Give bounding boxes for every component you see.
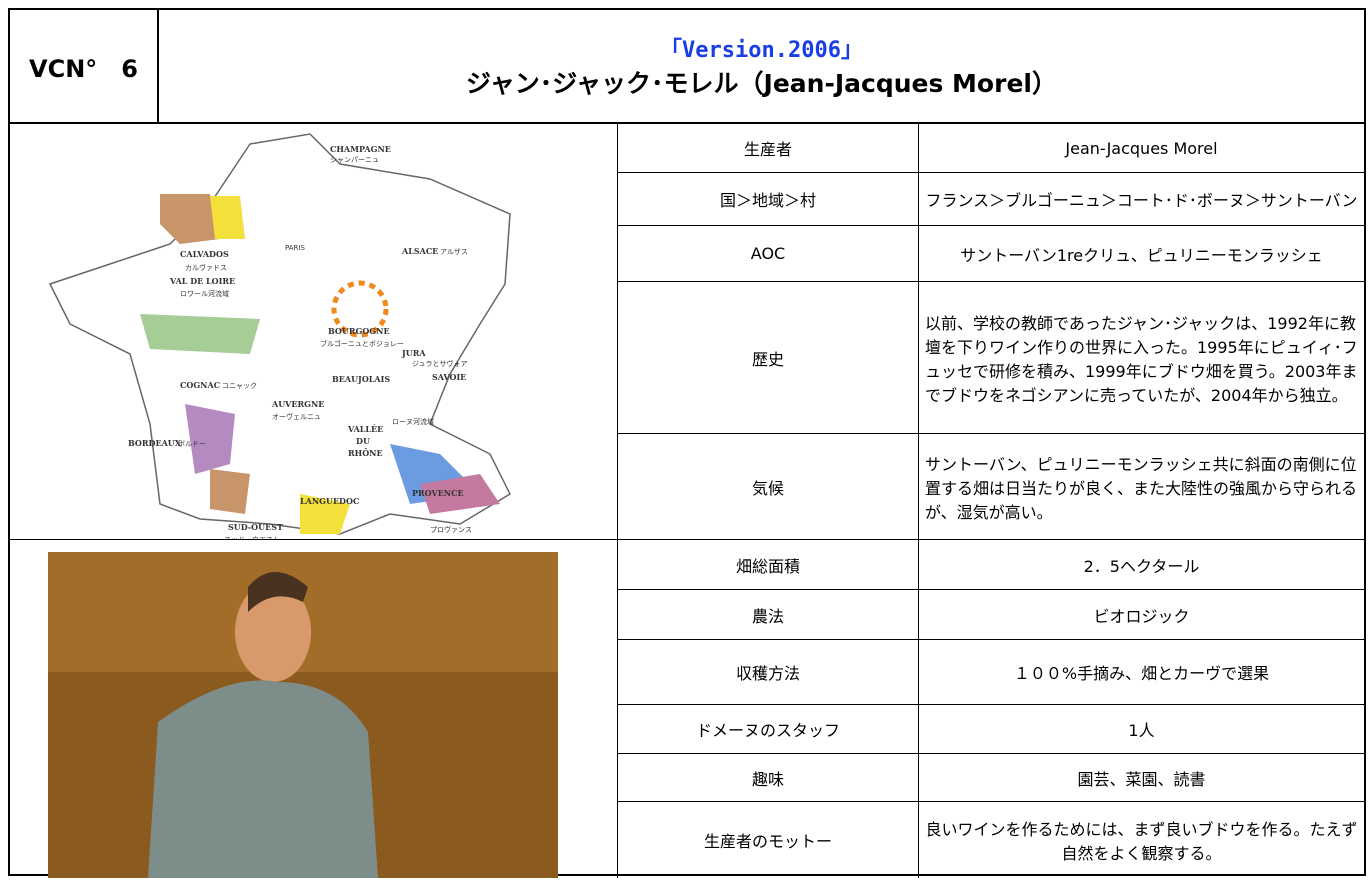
- map: CHAMPAGNE シャンパーニュ CALVADOS カルヴァドス PARIS ALSAC…: [48, 133, 511, 540]
- row-value: 良いワインを作るためには、まず良いブドウを作る。たえず自然をよく観察する。: [918, 802, 1364, 878]
- map-label: ALSACE: [401, 246, 438, 256]
- row-label: 趣味: [617, 754, 918, 802]
- row-label: 国＞地域＞村: [617, 173, 918, 226]
- row-label: 収穫方法: [617, 640, 918, 705]
- map-label: RHÔNE: [348, 448, 383, 458]
- map-label: コニャック: [222, 382, 257, 390]
- row-label: 農法: [617, 590, 918, 640]
- map-label: プロヴァンス: [430, 525, 472, 534]
- row-value: 園芸、菜園、読書: [918, 754, 1364, 802]
- map-label: スッド・ウエスト: [224, 536, 280, 540]
- map-label: ロワール河流域: [180, 289, 229, 298]
- map-label: DU: [356, 436, 370, 446]
- row-value: Jean-Jacques Morel: [918, 124, 1364, 173]
- row-label: AOC: [617, 226, 918, 282]
- map-label: ブルゴーニュとボジョレー: [320, 339, 404, 348]
- row-value: サントーバン、ピュリニーモンラッシェ共に斜面の南側に位置する畑は日当たりが良く、…: [918, 434, 1364, 540]
- row-value: 1人: [918, 705, 1364, 754]
- title: ジャン･ジャック･モレル（Jean-Jacques Morel）: [466, 69, 1057, 98]
- row-label: ドメーヌのスタッフ: [617, 705, 918, 754]
- row-label: 生産者のモットー: [617, 802, 918, 878]
- row-value: １００%手摘み、畑とカーヴで選果: [918, 640, 1364, 705]
- title-block: 「Version.2006」 ジャン･ジャック･モレル（Jean-Jacques…: [159, 10, 1364, 124]
- row-label: 生産者: [617, 124, 918, 173]
- map-label: PARIS: [285, 244, 305, 252]
- map-label: シャンパーニュ: [330, 156, 379, 164]
- map-label: SUD-OUEST: [228, 522, 283, 532]
- row-value: サントーバン1reクリュ、ピュリニーモンラッシェ: [918, 226, 1364, 282]
- row-value: 以前、学校の教師であったジャン･ジャックは、1992年に教壇を下りワイン作りの世…: [918, 282, 1364, 434]
- map-label: アルザス: [440, 248, 468, 256]
- row-label: 歴史: [617, 282, 918, 434]
- map-label: CALVADOS: [180, 249, 229, 259]
- map-label: LANGUEDOC: [300, 496, 359, 506]
- map-label: VAL DE LOIRE: [169, 276, 235, 286]
- version: 「Version.2006」: [660, 38, 863, 63]
- map-label: PROVENCE: [412, 488, 464, 498]
- map-label: BORDEAUX: [128, 438, 182, 448]
- row-label: 畑総面積: [617, 540, 918, 590]
- row-value: ビオロジック: [918, 590, 1364, 640]
- row-value: 2．5ヘクタール: [918, 540, 1364, 590]
- divider: [10, 539, 617, 540]
- map-label: JURA: [401, 348, 426, 358]
- map-label: SAVOIE: [432, 372, 466, 382]
- map-label: オーヴェルニュ: [272, 412, 321, 421]
- map-label: ジュラとサヴォア: [412, 359, 468, 368]
- row-value: フランス＞ブルゴーニュ＞コート･ド･ボーヌ＞サントーバン: [918, 173, 1364, 226]
- row-label: 気候: [617, 434, 918, 540]
- map-label: BOURGOGNE: [328, 326, 390, 336]
- photo: [48, 552, 558, 878]
- map-label: CHAMPAGNE: [330, 144, 391, 154]
- map-label: ローヌ河流域: [392, 417, 434, 426]
- map-label: BEAUJOLAIS: [332, 374, 390, 384]
- sheet: VCN° 6 「Version.2006」 ジャン･ジャック･モレル（Jean-…: [8, 8, 1366, 878]
- map-label: AUVERGNE: [271, 399, 324, 409]
- map-label: カルヴァドス: [185, 263, 227, 272]
- map-label: COGNAC: [180, 380, 220, 390]
- map-label: ボルドー: [178, 440, 206, 448]
- map-label: VALLÉE: [347, 424, 383, 434]
- code: VCN° 6: [10, 10, 159, 124]
